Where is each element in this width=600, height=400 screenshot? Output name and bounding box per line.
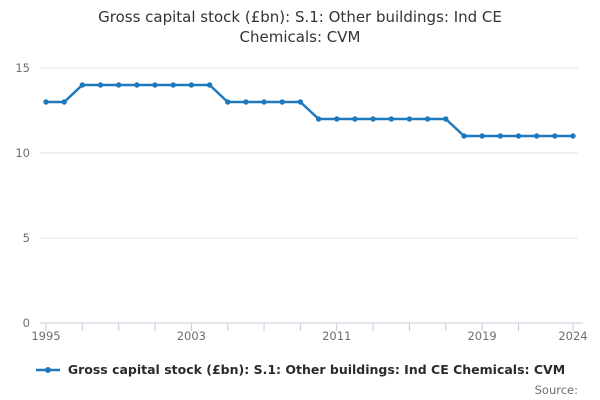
- data-point[interactable]: [334, 116, 340, 122]
- y-axis-label: 0: [23, 316, 30, 330]
- series-line: [44, 83, 575, 138]
- legend: Gross capital stock (£bn): S.1: Other bu…: [0, 362, 600, 377]
- data-point[interactable]: [43, 99, 49, 105]
- data-point[interactable]: [552, 133, 558, 139]
- x-axis-label: 2019: [467, 329, 496, 343]
- data-point[interactable]: [370, 116, 376, 122]
- data-point[interactable]: [515, 133, 522, 139]
- data-point[interactable]: [461, 133, 467, 139]
- data-point[interactable]: [206, 82, 213, 88]
- data-point[interactable]: [279, 99, 285, 105]
- data-point[interactable]: [225, 99, 231, 105]
- line-dot-icon: [35, 366, 60, 373]
- x-axis-label: 1995: [31, 329, 60, 343]
- data-point[interactable]: [534, 133, 540, 139]
- data-point[interactable]: [97, 82, 104, 88]
- y-axis-label: 5: [23, 231, 30, 245]
- chart-title: Gross capital stock (£bn): S.1: Other bu…: [0, 7, 600, 47]
- source-label: Source:: [534, 383, 578, 397]
- data-point[interactable]: [443, 116, 449, 122]
- x-axis-label: 2011: [322, 329, 351, 343]
- data-point[interactable]: [152, 82, 158, 88]
- chart-title-line1: Gross capital stock (£bn): S.1: Other bu…: [98, 8, 502, 26]
- data-point[interactable]: [116, 82, 122, 88]
- data-point[interactable]: [388, 116, 394, 122]
- data-point[interactable]: [134, 82, 140, 88]
- data-point[interactable]: [406, 116, 413, 122]
- line-chart: 0 5 10 15 1995 2003 2011 2019 2024: [15, 61, 587, 343]
- x-axis-label: 2024: [558, 329, 587, 343]
- data-point[interactable]: [497, 133, 503, 139]
- data-point[interactable]: [79, 82, 86, 88]
- data-point[interactable]: [170, 82, 176, 88]
- data-point[interactable]: [352, 116, 358, 122]
- x-axis-label: 2003: [177, 329, 206, 343]
- data-point[interactable]: [297, 99, 304, 105]
- data-point[interactable]: [424, 116, 431, 122]
- data-point[interactable]: [479, 133, 485, 139]
- data-point[interactable]: [315, 116, 322, 122]
- data-point[interactable]: [243, 99, 249, 105]
- y-axis-label: 10: [15, 146, 30, 160]
- data-point[interactable]: [261, 99, 267, 105]
- data-point[interactable]: [188, 82, 195, 88]
- y-axis-label: 15: [15, 61, 30, 75]
- legend-label: Gross capital stock (£bn): S.1: Other bu…: [67, 362, 566, 377]
- data-point[interactable]: [570, 133, 576, 139]
- data-point[interactable]: [61, 99, 67, 105]
- chart-title-line2: Chemicals: CVM: [239, 28, 361, 46]
